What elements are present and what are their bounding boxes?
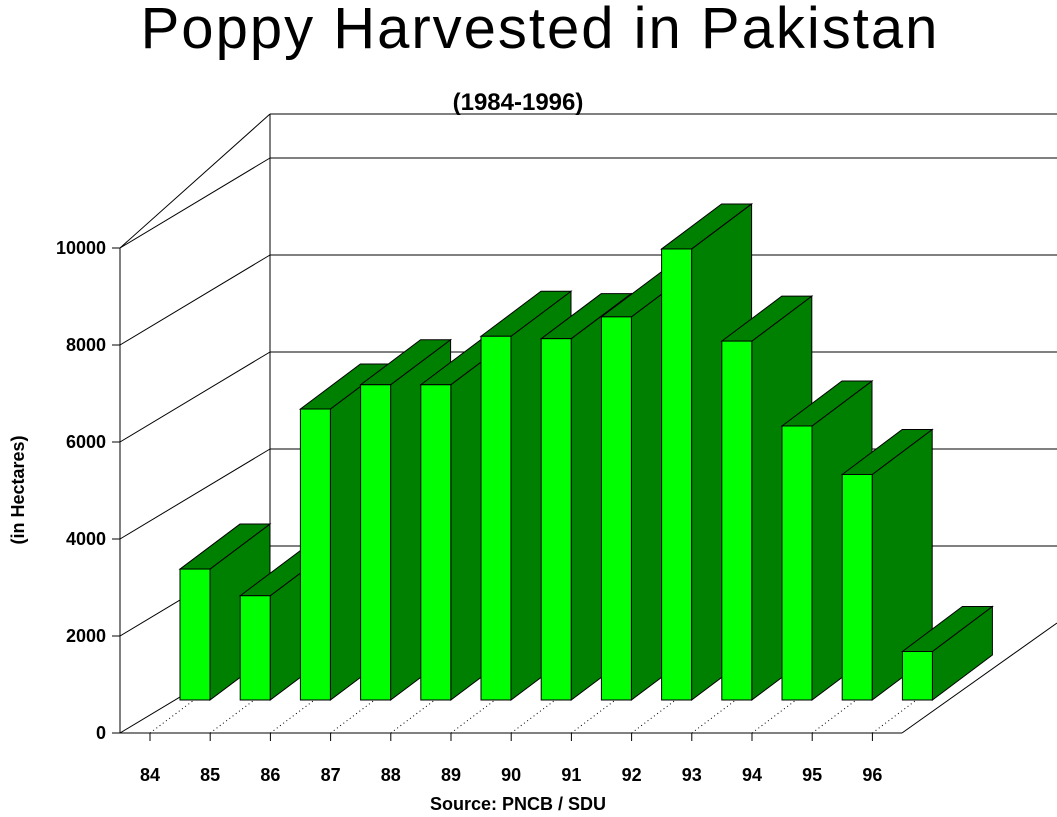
bars <box>149 202 994 734</box>
bar <box>480 335 512 701</box>
floor-right <box>901 622 1057 734</box>
y-tick-label: 0 <box>96 723 106 743</box>
side-gridline <box>119 157 271 249</box>
side-gridline <box>119 448 271 540</box>
bar <box>420 384 452 701</box>
x-tick-label: 86 <box>260 765 280 785</box>
y-tick-label: 4000 <box>66 529 106 549</box>
floor-guide <box>330 687 391 734</box>
source-note: Source: PNCB / SDU <box>430 794 606 814</box>
x-tick-label: 93 <box>682 765 702 785</box>
floor-guide <box>149 687 211 734</box>
bar <box>841 473 873 701</box>
bar <box>901 651 933 701</box>
floor-guide <box>571 687 632 734</box>
y-tick-label: 10000 <box>56 238 106 258</box>
x-tick-label: 89 <box>441 765 461 785</box>
floor-guide <box>691 687 753 734</box>
x-tick-label: 84 <box>140 765 160 785</box>
x-tick-label: 85 <box>200 765 220 785</box>
bar <box>661 248 693 701</box>
bar <box>360 384 392 701</box>
x-tick-label: 90 <box>501 765 521 785</box>
floor-guide <box>872 687 933 734</box>
x-tick-label: 92 <box>622 765 642 785</box>
side-top-edge <box>119 113 271 249</box>
x-tick-label: 88 <box>381 765 401 785</box>
y-axis-label: (in Hectares) <box>8 435 28 544</box>
bar <box>179 568 211 701</box>
x-axis-ticks: 84 85 86 87 88 89 90 91 92 93 94 95 96 <box>140 733 882 785</box>
chart-subtitle: (1984-1996) <box>453 89 584 116</box>
y-axis-ticks: 0 2000 4000 6000 8000 10000 <box>56 238 120 743</box>
x-tick-label: 94 <box>742 765 762 785</box>
floor-guide <box>811 687 873 734</box>
x-tick-label: 87 <box>321 765 341 785</box>
y-tick-label: 2000 <box>66 626 106 646</box>
bar <box>721 340 753 701</box>
bar <box>781 425 813 701</box>
bar <box>239 595 271 701</box>
y-tick-label: 6000 <box>66 432 106 452</box>
bar <box>540 338 572 701</box>
x-tick-label: 95 <box>802 765 822 785</box>
floor-guide <box>751 687 813 734</box>
x-tick-label: 96 <box>862 765 882 785</box>
chart-title: Poppy Harvested in Pakistan <box>141 0 940 61</box>
floor-guide <box>390 687 452 734</box>
bar <box>600 316 632 701</box>
bar <box>299 408 331 701</box>
side-gridline <box>119 351 271 443</box>
floor-guide <box>631 687 692 734</box>
floor-guide <box>209 687 271 734</box>
floor-guide <box>450 687 512 734</box>
floor-guide <box>270 687 331 734</box>
x-tick-label: 91 <box>561 765 581 785</box>
y-tick-label: 8000 <box>66 335 106 355</box>
side-gridline <box>119 254 271 346</box>
floor-guide <box>510 687 572 734</box>
